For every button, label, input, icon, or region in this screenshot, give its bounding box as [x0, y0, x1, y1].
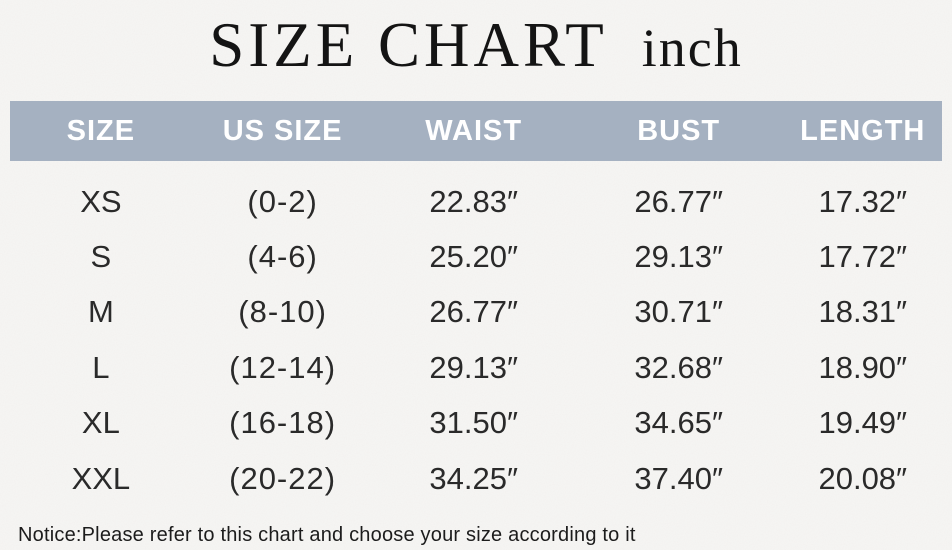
header-us-size: US SIZE [222, 114, 343, 147]
bust-cell: 37.40″ [634, 460, 723, 496]
bust-cell: 29.13″ [634, 239, 723, 275]
size-cell: XL [81, 405, 120, 441]
us-size-cell: (12-14) [229, 349, 337, 385]
length-cell: 20.08″ [818, 460, 908, 496]
us-size-cell: (20-22) [229, 460, 337, 496]
bust-cell: 32.68″ [634, 349, 723, 385]
table-header: SIZE US SIZE WAIST BUST LENGTH [10, 101, 942, 161]
size-cell: S [90, 239, 112, 275]
table-row: M (8-10) 26.77″ 30.71″ 18.31″ [10, 285, 942, 340]
waist-cell: 31.50″ [429, 405, 518, 441]
bust-cell: 26.77″ [634, 183, 723, 219]
length-cell: 17.72″ [818, 239, 908, 275]
header-length: LENGTH [800, 114, 926, 147]
size-cell: M [87, 294, 114, 330]
us-size-cell: (8-10) [238, 294, 327, 330]
size-cell: L [92, 349, 110, 385]
header-bust: BUST [637, 114, 721, 147]
table-row: XS (0-2) 22.83″ 26.77″ 17.32″ [10, 174, 942, 229]
size-table-body: XS (0-2) 22.83″ 26.77″ 17.32″ S (4-6) 25… [10, 174, 942, 506]
title-unit: inch [641, 18, 743, 78]
notice-text: Notice:Please refer to this chart and ch… [18, 524, 636, 546]
length-cell: 19.49″ [818, 405, 908, 441]
table-row: L (12-14) 29.13″ 32.68″ 18.90″ [10, 340, 942, 395]
table-row: XL (16-18) 31.50″ 34.65″ 19.49″ [10, 396, 942, 451]
waist-cell: 26.77″ [429, 294, 518, 330]
waist-cell: 22.83″ [429, 183, 518, 219]
header-waist: WAIST [425, 114, 523, 147]
length-cell: 18.31″ [818, 294, 908, 330]
waist-cell: 25.20″ [429, 239, 518, 275]
us-size-cell: (0-2) [247, 183, 318, 219]
waist-cell: 29.13″ [429, 349, 518, 385]
table-row: XXL (20-22) 34.25″ 37.40″ 20.08″ [10, 451, 942, 506]
size-cell: XXL [71, 460, 131, 496]
size-cell: XS [80, 183, 122, 219]
length-cell: 17.32″ [818, 183, 908, 219]
title-main: SIZE CHART [209, 10, 608, 80]
page-title: SIZE CHART inch [0, 0, 952, 101]
us-size-cell: (16-18) [229, 405, 337, 441]
bust-cell: 30.71″ [634, 294, 723, 330]
table-row: S (4-6) 25.20″ 29.13″ 17.72″ [10, 229, 942, 284]
length-cell: 18.90″ [818, 349, 908, 385]
us-size-cell: (4-6) [247, 239, 318, 275]
header-size: SIZE [66, 114, 136, 147]
bust-cell: 34.65″ [634, 405, 723, 441]
waist-cell: 34.25″ [429, 460, 518, 496]
